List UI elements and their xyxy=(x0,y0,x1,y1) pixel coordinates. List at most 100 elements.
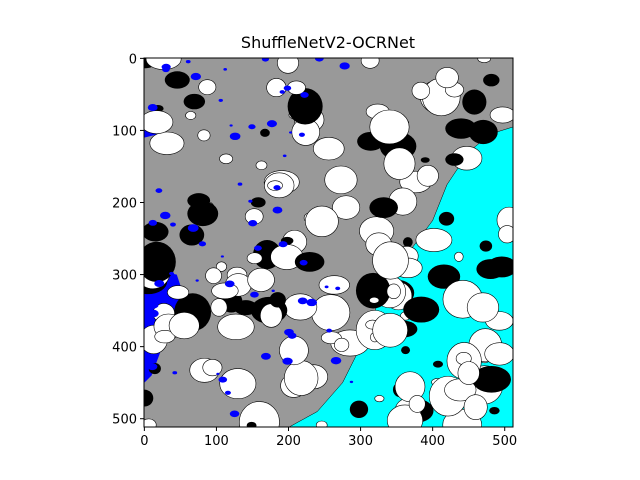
y-tick-label: 0 xyxy=(129,52,137,67)
blob xyxy=(287,88,323,125)
blob xyxy=(167,285,190,300)
blob xyxy=(294,252,325,272)
blue-speck xyxy=(326,328,332,333)
blue-speck xyxy=(229,132,241,141)
blob xyxy=(416,164,439,187)
blob xyxy=(246,252,263,265)
y-tick-label: 100 xyxy=(112,124,137,139)
blob xyxy=(369,109,410,145)
segmentation-image xyxy=(144,58,513,427)
blob xyxy=(210,298,228,317)
blob xyxy=(260,128,270,137)
x-tick-label: 0 xyxy=(140,434,148,449)
blob xyxy=(403,237,413,248)
y-tick-label: 500 xyxy=(112,413,137,428)
blue-speck xyxy=(159,211,171,220)
blob xyxy=(234,300,258,316)
blue-speck xyxy=(299,259,308,266)
blob xyxy=(239,401,280,427)
blob xyxy=(435,67,459,89)
blob xyxy=(369,296,380,304)
blue-speck xyxy=(185,60,191,64)
blue-speck xyxy=(172,371,178,375)
blob xyxy=(247,267,275,292)
blue-speck xyxy=(223,68,228,71)
blob xyxy=(315,420,328,427)
blob xyxy=(479,240,493,252)
blob xyxy=(411,81,431,100)
blob xyxy=(457,361,480,385)
blob xyxy=(401,346,411,355)
blue-speck xyxy=(300,91,309,98)
blob xyxy=(454,251,464,262)
blob xyxy=(183,93,206,110)
blue-speck xyxy=(261,58,269,62)
blob xyxy=(383,147,416,180)
blue-speck xyxy=(283,85,292,91)
blue-speck xyxy=(314,58,324,62)
axes-frame xyxy=(143,57,514,428)
blue-speck xyxy=(271,289,275,292)
blue-speck xyxy=(248,124,256,130)
blob xyxy=(283,293,318,321)
blob xyxy=(472,366,511,393)
blob xyxy=(284,360,319,396)
blob xyxy=(372,241,409,280)
blob xyxy=(266,78,287,98)
y-tick-label: 300 xyxy=(112,269,137,284)
x-tick-label: 400 xyxy=(420,434,445,449)
blue-speck xyxy=(155,188,163,194)
blob xyxy=(483,73,500,87)
blue-speck xyxy=(306,298,318,307)
blob xyxy=(246,421,257,427)
blob xyxy=(318,275,350,295)
blob xyxy=(164,71,190,89)
blob xyxy=(250,197,266,208)
blob xyxy=(168,312,200,340)
blue-speck xyxy=(237,182,243,186)
blue-speck xyxy=(170,222,176,227)
blue-speck xyxy=(148,219,158,226)
blue-speck xyxy=(324,285,329,289)
blue-speck xyxy=(330,356,342,365)
blue-speck xyxy=(254,245,262,251)
blue-speck xyxy=(282,154,287,158)
x-tick-label: 100 xyxy=(204,434,229,449)
blob xyxy=(324,165,358,195)
blue-speck xyxy=(229,124,233,127)
blue-speck xyxy=(229,410,240,418)
blob xyxy=(332,195,361,220)
blob xyxy=(269,292,286,308)
x-tick-label: 200 xyxy=(276,434,301,449)
x-tick-label: 500 xyxy=(492,434,517,449)
blue-speck xyxy=(266,120,277,128)
blob xyxy=(217,313,255,340)
blue-speck xyxy=(147,104,158,111)
blue-speck xyxy=(289,131,293,134)
blob xyxy=(432,360,443,368)
blob xyxy=(438,211,455,226)
blue-speck xyxy=(282,357,293,365)
blob xyxy=(255,160,268,171)
blob xyxy=(277,58,299,74)
blob xyxy=(149,131,185,155)
blob xyxy=(420,157,430,163)
blue-speck xyxy=(162,66,170,73)
blue-speck xyxy=(224,390,231,395)
blob xyxy=(463,394,488,420)
y-tick-label: 200 xyxy=(112,197,137,212)
blob xyxy=(198,79,217,95)
blue-speck xyxy=(248,220,258,227)
blob xyxy=(305,205,339,238)
blue-speck xyxy=(187,224,199,232)
blob xyxy=(462,89,487,115)
blue-speck xyxy=(272,206,283,214)
blob xyxy=(144,418,157,427)
blue-speck xyxy=(216,372,220,375)
blue-speck xyxy=(335,286,341,291)
blob xyxy=(374,395,385,403)
blob xyxy=(154,330,176,344)
blob xyxy=(216,261,227,272)
blue-speck xyxy=(190,72,202,81)
